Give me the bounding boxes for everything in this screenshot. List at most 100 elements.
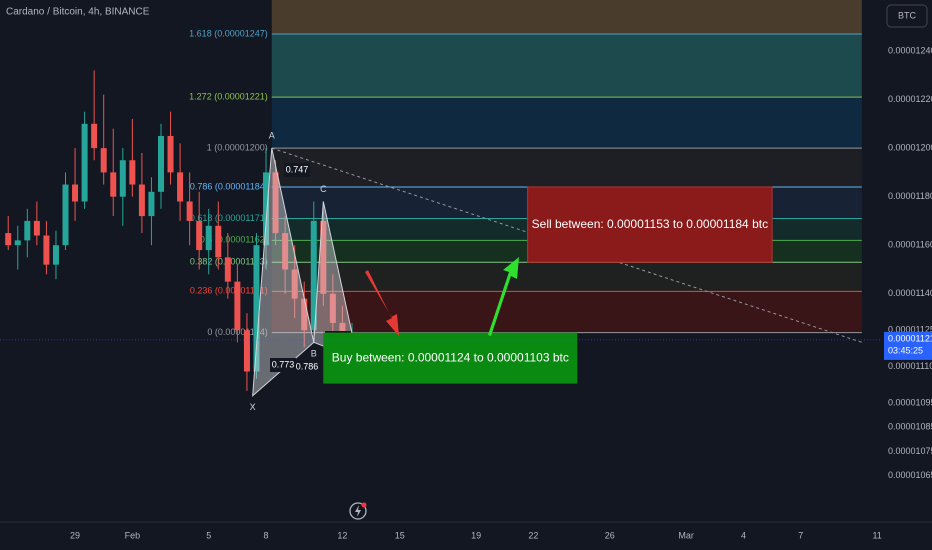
x-tick-label: Feb bbox=[125, 530, 141, 540]
candle-body bbox=[320, 220, 327, 294]
y-tick-label: 0.00001240 bbox=[888, 45, 932, 55]
candle-body bbox=[310, 220, 317, 331]
x-tick-label: 15 bbox=[395, 530, 405, 540]
candle-body bbox=[291, 269, 298, 299]
fib-band bbox=[271, 97, 862, 149]
y-tick-label: 0.00001180 bbox=[888, 191, 932, 201]
y-tick-label: 0.00001140 bbox=[888, 288, 932, 298]
flash-icon[interactable] bbox=[349, 502, 367, 520]
candle-body bbox=[100, 148, 107, 173]
x-tick-label: 5 bbox=[206, 530, 211, 540]
x-tick-label: 4 bbox=[741, 530, 746, 540]
candle-body bbox=[119, 160, 126, 197]
y-tick-label: 0.00001065 bbox=[888, 470, 932, 480]
candle-body bbox=[263, 172, 270, 246]
price-axis-bg bbox=[880, 0, 932, 550]
candle-body bbox=[33, 220, 40, 236]
candle-body bbox=[91, 123, 98, 149]
y-tick-label: 0.00001220 bbox=[888, 94, 932, 104]
candle-body bbox=[301, 298, 308, 331]
zone-label: Buy between: 0.00001124 to 0.00001103 bt… bbox=[332, 350, 569, 364]
x-tick-label: 11 bbox=[872, 530, 881, 540]
ratio-label: 0.747 bbox=[286, 164, 309, 174]
last-price-tag bbox=[884, 331, 932, 360]
pattern-point-label: C bbox=[320, 184, 327, 194]
candle-body bbox=[52, 245, 59, 265]
candle-body bbox=[81, 123, 88, 202]
candle-body bbox=[129, 160, 136, 185]
candle-body bbox=[5, 233, 12, 246]
candle-body bbox=[14, 240, 21, 246]
candle-body bbox=[138, 184, 145, 217]
ratio-label: 0.773 bbox=[272, 359, 295, 369]
sell-arrow bbox=[365, 270, 399, 336]
candle-body bbox=[205, 225, 212, 251]
chart-title: Cardano / Bitcoin, 4h, BINANCE bbox=[6, 7, 150, 18]
x-tick-label: 29 bbox=[70, 530, 80, 540]
fib-band bbox=[271, 33, 862, 98]
pattern-point-label: X bbox=[250, 402, 256, 412]
pattern-point-label: A bbox=[269, 130, 275, 140]
x-tick-label: Mar bbox=[678, 530, 694, 540]
ratio-bg bbox=[294, 360, 320, 374]
currency-label[interactable]: BTC bbox=[898, 10, 917, 20]
x-tick-label: 22 bbox=[528, 530, 538, 540]
fib-label: 1 (0.00001200) bbox=[207, 142, 268, 152]
y-tick-label: 0.00001075 bbox=[888, 446, 932, 456]
trend-line bbox=[271, 147, 863, 343]
trade-zone bbox=[527, 186, 773, 263]
x-tick-label: 7 bbox=[798, 530, 803, 540]
ratio-bg bbox=[270, 358, 296, 372]
candle-body bbox=[282, 233, 289, 270]
ratio-bg bbox=[284, 163, 310, 177]
candle-body bbox=[329, 293, 336, 323]
ratio-label: 0.786 bbox=[296, 361, 319, 371]
candle-body bbox=[72, 184, 79, 202]
candle-body bbox=[110, 172, 117, 197]
y-tick-label: 0.00001085 bbox=[888, 422, 932, 432]
candle-body bbox=[196, 220, 203, 251]
trade-zone bbox=[323, 332, 578, 384]
y-tick-label: 0.00001160 bbox=[888, 240, 932, 250]
x-tick-label: 12 bbox=[337, 530, 347, 540]
y-tick-label: 0.00001125 bbox=[888, 325, 932, 335]
countdown: 03:45:25 bbox=[888, 345, 923, 355]
candle-body bbox=[43, 235, 50, 265]
candle-body bbox=[234, 281, 241, 331]
pattern-point-label: B bbox=[311, 349, 317, 359]
candle-body bbox=[253, 245, 260, 372]
candle-body bbox=[24, 220, 31, 241]
y-tick-label: 0.00001200 bbox=[888, 142, 932, 152]
candle-body bbox=[224, 257, 231, 282]
candle-body bbox=[272, 172, 279, 234]
candle-body bbox=[215, 225, 222, 258]
currency-button[interactable] bbox=[886, 4, 928, 28]
buy-arrow bbox=[488, 257, 519, 336]
fib-label: 1.272 (0.00001221) bbox=[189, 91, 268, 101]
fib-label: 0.236 (0.00001141) bbox=[190, 286, 268, 296]
y-tick-label: 0.00001110 bbox=[888, 361, 932, 371]
plot-area: 1.618 (0.00001247) 1.272 (0.00001221) 1 (0… bbox=[5, 0, 863, 412]
fib-band bbox=[271, 291, 862, 333]
fib-band bbox=[271, 148, 862, 187]
fib-label: 0.786 (0.00001184) bbox=[190, 181, 268, 191]
fib-label: 0.618 (0.00001171) bbox=[190, 213, 268, 223]
candle-body bbox=[177, 172, 184, 202]
fib-label: 1.618 (0.00001247) bbox=[189, 28, 268, 38]
fib-band bbox=[271, 262, 862, 292]
zone-label: Sell between: 0.00001153 to 0.00001184 b… bbox=[532, 217, 768, 231]
fib-label: 0.5 (0.00001162) bbox=[200, 235, 268, 245]
candle-body bbox=[157, 135, 164, 192]
candle-body bbox=[62, 184, 69, 246]
candle-body bbox=[243, 330, 250, 372]
candle-body bbox=[167, 135, 174, 173]
fib-band bbox=[271, 0, 862, 34]
x-tick-label: 8 bbox=[264, 530, 269, 540]
candle-body bbox=[186, 201, 193, 221]
x-tick-label: 19 bbox=[471, 530, 481, 540]
y-tick-label: 0.00001095 bbox=[888, 397, 932, 407]
x-tick-label: 26 bbox=[605, 530, 615, 540]
last-price-label: 0.00001121 bbox=[888, 333, 932, 343]
